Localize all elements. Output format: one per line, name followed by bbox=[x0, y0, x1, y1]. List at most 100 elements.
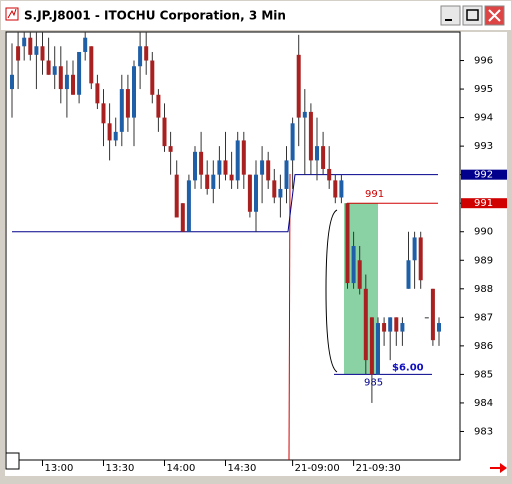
candle-body bbox=[168, 146, 173, 152]
level-line bbox=[12, 174, 438, 233]
candle-body bbox=[376, 323, 380, 375]
candle-body bbox=[290, 123, 295, 161]
candle-body bbox=[132, 66, 136, 118]
candle-body bbox=[430, 288, 435, 341]
candle-body bbox=[302, 111, 307, 118]
y-tick-label: 983 bbox=[474, 426, 493, 437]
y-tick-label: 996 bbox=[474, 56, 493, 67]
y-tick-label: 984 bbox=[474, 398, 493, 409]
level-label: 985 bbox=[364, 377, 383, 388]
x-tick-label: 21-09:00 bbox=[295, 463, 340, 474]
level-label: 991 bbox=[365, 189, 384, 200]
candle-body bbox=[28, 37, 33, 55]
plot-area bbox=[5, 31, 461, 461]
maximize-glyph bbox=[466, 9, 479, 21]
title-bar bbox=[1, 1, 511, 30]
candle-body bbox=[357, 260, 362, 289]
candle-body bbox=[125, 89, 130, 118]
candle-body bbox=[180, 203, 185, 232]
x-tick-label: 14:00 bbox=[167, 463, 196, 474]
candle-body bbox=[388, 317, 393, 332]
candle-body bbox=[174, 174, 179, 218]
candle-body bbox=[315, 146, 319, 161]
candle-body bbox=[321, 146, 326, 169]
candle-body bbox=[247, 174, 252, 212]
range-bracket bbox=[325, 209, 338, 373]
candle-body bbox=[369, 317, 374, 375]
candle-body bbox=[46, 60, 51, 75]
candle-body bbox=[193, 151, 197, 181]
candle-body bbox=[119, 89, 124, 132]
candle-body bbox=[10, 74, 14, 90]
candle-body bbox=[308, 111, 313, 161]
measure-label: $6.00 bbox=[392, 362, 424, 373]
y-tick-label: 990 bbox=[474, 227, 493, 238]
candle-body bbox=[199, 151, 204, 175]
candle-body bbox=[113, 131, 118, 141]
x-tick-label: 13:30 bbox=[106, 463, 135, 474]
price-marker-label: 991 bbox=[474, 198, 493, 209]
candle-body bbox=[83, 37, 88, 52]
candle-body bbox=[22, 37, 27, 47]
candle-body bbox=[162, 117, 167, 147]
candle-body bbox=[156, 94, 161, 118]
y-tick-label: 994 bbox=[474, 113, 493, 124]
scroll-arrow[interactable] bbox=[490, 463, 507, 473]
x-tick-label: 21-09:30 bbox=[356, 463, 401, 474]
candle-body bbox=[138, 46, 143, 67]
candle-body bbox=[266, 160, 271, 181]
candle-body bbox=[89, 46, 94, 84]
price-marker bbox=[461, 198, 507, 209]
y-tick-label: 986 bbox=[474, 341, 493, 352]
candle-body bbox=[394, 317, 399, 332]
candle-body bbox=[382, 323, 387, 332]
candle-body bbox=[217, 160, 222, 175]
candle-body bbox=[327, 168, 332, 181]
candle-body bbox=[284, 160, 289, 189]
candle-body bbox=[223, 160, 228, 175]
candle-body bbox=[77, 51, 82, 95]
y-tick-label: 993 bbox=[474, 141, 493, 152]
candle-body bbox=[400, 323, 405, 332]
session-separator bbox=[288, 173, 291, 461]
candle-body bbox=[437, 323, 441, 332]
y-tick-label: 989 bbox=[474, 255, 493, 266]
y-tick-label: 987 bbox=[474, 312, 493, 323]
candle-body bbox=[205, 174, 210, 189]
candle-body bbox=[351, 246, 356, 284]
close-glyph bbox=[488, 9, 501, 22]
x-tick-label: 14:30 bbox=[228, 463, 257, 474]
candle-body bbox=[34, 46, 39, 55]
candle-body bbox=[418, 237, 423, 281]
candle-body bbox=[241, 140, 246, 175]
minimize-button[interactable] bbox=[440, 5, 461, 26]
scroll-box[interactable] bbox=[5, 452, 20, 470]
price-marker bbox=[461, 169, 507, 180]
candle-body bbox=[363, 288, 368, 361]
y-tick-label: 995 bbox=[474, 84, 493, 95]
candle-body bbox=[333, 180, 338, 198]
candle-body bbox=[229, 174, 234, 181]
candle-body bbox=[339, 180, 344, 198]
candle-body bbox=[296, 54, 301, 118]
candle-body bbox=[272, 180, 277, 198]
candle-body bbox=[254, 174, 258, 212]
candle-body bbox=[144, 46, 149, 61]
candle-body bbox=[71, 74, 75, 95]
candle-body bbox=[260, 160, 265, 175]
candle-body bbox=[235, 140, 240, 181]
candle-body bbox=[52, 66, 57, 75]
maximize-button[interactable] bbox=[462, 5, 483, 26]
candle-body bbox=[278, 188, 283, 198]
candle-body bbox=[424, 317, 429, 319]
candle-body bbox=[40, 46, 45, 61]
candle-body bbox=[211, 174, 216, 189]
app-icon-glyph bbox=[7, 8, 17, 19]
candle-body bbox=[95, 83, 100, 104]
y-tick-label: 985 bbox=[474, 369, 493, 380]
candle-body bbox=[345, 203, 350, 284]
candle-body bbox=[101, 103, 106, 124]
price-marker-label: 992 bbox=[474, 170, 493, 181]
x-tick-label: 13:00 bbox=[45, 463, 74, 474]
